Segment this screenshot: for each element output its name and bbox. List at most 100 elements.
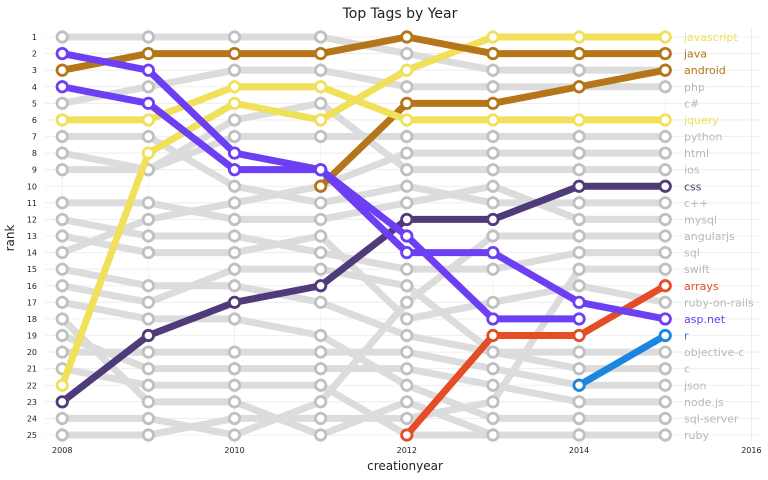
y-tick-label: 22 [27, 381, 37, 390]
end-label: javascript [683, 31, 738, 44]
series-point-html [658, 146, 672, 160]
series-point-swift [55, 428, 69, 442]
series-point-mysql [141, 196, 155, 210]
series-line-html [58, 149, 669, 257]
y-tick-label: 4 [32, 83, 37, 92]
series-point-sql-server [400, 378, 414, 392]
x-axis-title: creationyear [367, 459, 443, 473]
series-point-asp-net [55, 46, 69, 61]
series-line-ios [58, 99, 669, 174]
end-label: html [684, 147, 709, 160]
series-point-javascript [227, 96, 242, 110]
series-point-c [400, 328, 414, 343]
series-point-ios [400, 163, 414, 177]
series-point-node.js [658, 395, 672, 409]
series-point-angularjs [486, 229, 500, 243]
end-label: jquery [683, 114, 719, 127]
series-point-c++ [486, 196, 500, 210]
series-point-arrays [486, 328, 500, 343]
series-point-java [141, 46, 155, 61]
y-tick-label: 17 [27, 298, 37, 307]
series-point-angularjs [572, 229, 586, 243]
series-line-javascript [58, 33, 669, 389]
series-point-angularjs [55, 411, 69, 426]
series-point-objective-c [55, 279, 69, 293]
series-point-objective-c [400, 279, 414, 293]
y-tick-label: 11 [27, 199, 37, 208]
y-tick-label: 25 [27, 431, 37, 440]
series-point-json [227, 345, 242, 359]
y-tick-label: 1 [32, 33, 37, 42]
series-point-python [572, 129, 586, 144]
series-point-jquery [572, 113, 586, 127]
series-point-asp-net [227, 146, 242, 160]
series-point-sql [55, 212, 69, 227]
y-tick-label: 12 [27, 215, 37, 224]
series-point-c [314, 295, 328, 309]
series-point-angularjs [400, 295, 414, 309]
series-point-php [658, 80, 672, 94]
series-point-jquery [658, 113, 672, 127]
end-label: node.js [684, 396, 724, 409]
series-line-c- [58, 83, 669, 323]
y-tick-label: 13 [27, 232, 37, 241]
end-label: mysql [684, 213, 717, 226]
chart-title: Top Tags by Year [342, 6, 458, 22]
series-point-c- [658, 312, 672, 326]
end-label: swift [684, 263, 710, 276]
highlighted-series-layer [55, 30, 672, 442]
series-point-asp-net [486, 312, 500, 326]
end-label: ios [684, 164, 700, 177]
series-point-php [400, 80, 414, 94]
y-tick-label: 20 [27, 348, 37, 357]
series-point-c++ [572, 196, 586, 210]
x-tick-label: 2014 [569, 446, 589, 455]
series-point-python [486, 129, 500, 144]
series-point-c [227, 279, 242, 293]
end-label: ruby [684, 429, 709, 442]
series-point-other-17 [486, 63, 500, 77]
series-point-php [227, 63, 242, 77]
end-label: css [684, 180, 702, 193]
end-label: asp.net [684, 313, 726, 326]
series-point-php [141, 80, 155, 94]
series-point-other-16 [486, 428, 500, 442]
y-tick-label: 2 [32, 50, 37, 59]
series-point-jquery [227, 80, 242, 94]
y-tick-label: 15 [27, 265, 37, 274]
series-point-objective-c [227, 262, 242, 276]
series-point-c [55, 262, 69, 276]
series-point-ruby [227, 395, 242, 409]
series-point-swift [141, 428, 155, 442]
series-point-node.js [400, 362, 414, 376]
y-tick-label: 5 [32, 99, 37, 108]
series-point-angularjs [227, 428, 242, 442]
series-point-objective-c [314, 262, 328, 276]
x-tick-label: 2016 [741, 446, 761, 455]
series-point-java [658, 46, 672, 61]
series-point-javascript [658, 30, 672, 44]
series-point-sql [141, 229, 155, 243]
series-point-node.js [55, 328, 69, 343]
series-point-c- [572, 295, 586, 309]
series-line-css [58, 182, 669, 406]
series-point-ruby [141, 395, 155, 409]
y-tick-label: 8 [32, 149, 37, 158]
series-point-html [572, 146, 586, 160]
end-label: angularjs [684, 230, 735, 243]
series-point-python [658, 129, 672, 144]
series-point-ruby-on-rails [227, 245, 242, 260]
series-point-c++ [55, 129, 69, 144]
series-point-python [314, 129, 328, 144]
series-point-html [400, 146, 414, 160]
series-point-json [141, 345, 155, 359]
series-point-objective-c [141, 295, 155, 309]
series-line-objective-c [58, 265, 669, 356]
y-tick-label: 14 [27, 249, 37, 258]
series-point-c- [227, 163, 242, 177]
series-point-css [658, 179, 672, 193]
series-point-c++ [314, 196, 328, 210]
x-tick-label: 2010 [224, 446, 244, 455]
end-label: python [684, 131, 723, 144]
